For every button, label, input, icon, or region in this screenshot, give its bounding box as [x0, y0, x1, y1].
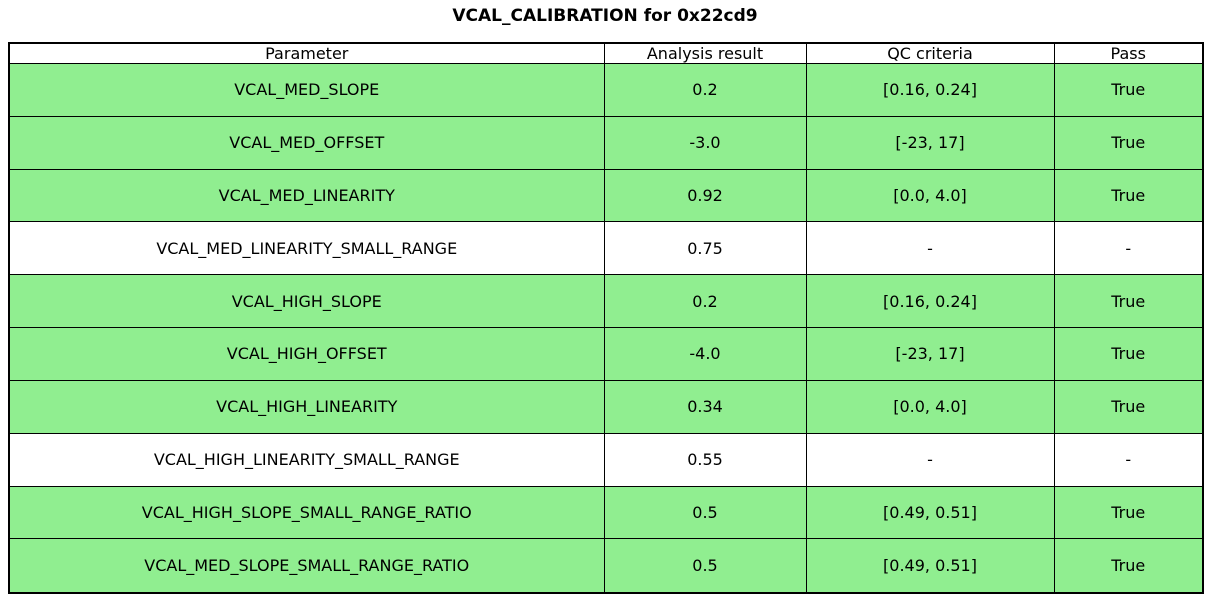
pass-cell: True	[1053, 327, 1204, 381]
analysis-result-cell: -4.0	[603, 327, 807, 381]
qc-results-table: Parameter Analysis result QC criteria Pass …	[8, 42, 1204, 594]
pass-cell: True	[1053, 63, 1204, 117]
parameter-cell: VCAL_MED_LINEARITY	[8, 168, 605, 223]
header-cell-analysis-result: Analysis result	[603, 42, 807, 64]
qc-criteria-cell: [0.16, 0.24]	[805, 63, 1055, 117]
table-row: VCAL_MED_LINEARITY_SMALL_RANGE 0.75- -	[8, 221, 1204, 276]
qc-criteria-cell: [0.0, 4.0]	[805, 379, 1055, 434]
table-row: VCAL_HIGH_LINEARITY 0.34 [0.0, 4.0] True	[8, 379, 1204, 434]
pass-cell: True	[1053, 168, 1204, 223]
qc-criteria-cell: [0.16, 0.24]	[805, 274, 1055, 329]
analysis-result-cell: -3.0	[603, 115, 807, 170]
analysis-result-cell: 0.75	[603, 221, 807, 276]
parameter-cell: VCAL_HIGH_LINEARITY_SMALL_RANGE	[8, 432, 605, 487]
qc-criteria-cell: [0.49, 0.51]	[805, 485, 1055, 540]
qc-criteria-cell: -	[805, 432, 1055, 487]
parameter-cell: VCAL_MED_OFFSET	[8, 115, 605, 170]
qc-criteria-cell: [0.49, 0.51]	[805, 538, 1055, 594]
header-cell-pass: Pass	[1053, 42, 1204, 64]
table-row: VCAL_MED_LINEARITY 0.92 [0.0, 4.0] True	[8, 168, 1204, 223]
header-cell-qc-criteria: QC criteria	[805, 42, 1055, 64]
analysis-result-cell: 0.92	[603, 168, 807, 223]
table-row: VCAL_HIGH_OFFSET -4.0 [-23, 17] True	[8, 327, 1204, 381]
pass-cell: True	[1053, 379, 1204, 434]
parameter-cell: VCAL_MED_LINEARITY_SMALL_RANGE	[8, 221, 605, 276]
analysis-result-cell: 0.5	[603, 538, 807, 594]
pass-cell: -	[1053, 221, 1204, 276]
analysis-result-cell: 0.34	[603, 379, 807, 434]
analysis-result-cell: 0.2	[603, 274, 807, 329]
pass-cell: True	[1053, 274, 1204, 329]
qc-criteria-cell: [0.0, 4.0]	[805, 168, 1055, 223]
pass-cell: True	[1053, 485, 1204, 540]
table-row: VCAL_HIGH_LINEARITY_SMALL_RANGE 0.55- -	[8, 432, 1204, 487]
parameter-cell: VCAL_HIGH_OFFSET	[8, 327, 605, 381]
table-row: VCAL_HIGH_SLOPE 0.2 [0.16, 0.24] True	[8, 274, 1204, 329]
analysis-result-cell: 0.5	[603, 485, 807, 540]
analysis-result-cell: 0.2	[603, 63, 807, 117]
qc-criteria-cell: -	[805, 221, 1055, 276]
analysis-result-cell: 0.55	[603, 432, 807, 487]
pass-cell: -	[1053, 432, 1204, 487]
header-cell-parameter: Parameter	[8, 42, 605, 64]
parameter-cell: VCAL_HIGH_SLOPE	[8, 274, 605, 329]
header-row: Parameter Analysis result QC criteria Pass	[8, 42, 1204, 64]
qc-criteria-cell: [-23, 17]	[805, 115, 1055, 170]
parameter-cell: VCAL_HIGH_LINEARITY	[8, 379, 605, 434]
parameter-cell: VCAL_MED_SLOPE_SMALL_RANGE_RATIO	[8, 538, 605, 594]
pass-cell: True	[1053, 115, 1204, 170]
parameter-cell: VCAL_MED_SLOPE	[8, 63, 605, 117]
table-row: VCAL_MED_OFFSET -3.0 [-23, 17] True	[8, 115, 1204, 170]
page-title: VCAL_CALIBRATION for 0x22cd9	[452, 6, 758, 26]
qc-criteria-cell: [-23, 17]	[805, 327, 1055, 381]
table-row: VCAL_HIGH_SLOPE_SMALL_RANGE_RATIO 0.5 [0.4…	[8, 485, 1204, 540]
pass-cell: True	[1053, 538, 1204, 594]
parameter-cell: VCAL_HIGH_SLOPE_SMALL_RANGE_RATIO	[8, 485, 605, 540]
table-row: VCAL_MED_SLOPE_SMALL_RANGE_RATIO 0.5 [0.49…	[8, 538, 1204, 594]
table-row: VCAL_MED_SLOPE 0.2 [0.16, 0.24] True	[8, 63, 1204, 117]
